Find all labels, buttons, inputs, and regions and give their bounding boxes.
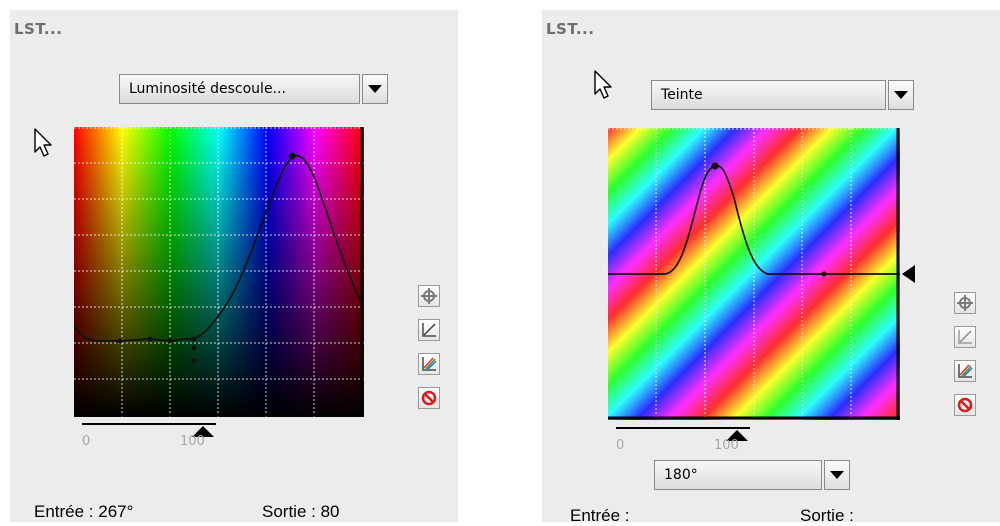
cancel-icon	[421, 390, 437, 406]
scale-max-label: 100	[714, 438, 739, 453]
slider-thumb[interactable]	[726, 430, 748, 441]
curve-mode-value: Teinte	[651, 80, 886, 110]
crosshair-icon	[421, 288, 437, 304]
dropdown-arrow-button[interactable]	[888, 80, 914, 110]
curve-mode-dropdown[interactable]: Teinte	[651, 80, 914, 110]
curve-graph[interactable]	[74, 127, 364, 417]
hue-angle-dropdown[interactable]: 180°	[654, 460, 850, 490]
reset-curve-icon	[958, 330, 972, 344]
crosshair-button[interactable]	[418, 285, 440, 307]
cancel-button[interactable]	[418, 387, 440, 409]
chevron-down-icon	[894, 91, 908, 99]
cancel-icon	[957, 397, 973, 413]
color-curves-icon	[422, 357, 437, 371]
mouse-pointer-icon	[34, 128, 52, 157]
luminosity-gradient	[74, 127, 364, 417]
dropdown-arrow-button[interactable]	[362, 74, 388, 104]
scale-max-label: 100	[180, 434, 205, 449]
output-readout: Sortie : 80	[262, 502, 340, 521]
reset-curve-button[interactable]	[954, 326, 976, 348]
panel-title: LST...	[14, 20, 63, 38]
crosshair-button[interactable]	[954, 292, 976, 314]
slider-thumb[interactable]	[192, 426, 214, 437]
crosshair-icon	[957, 295, 973, 311]
color-curves-button[interactable]	[954, 360, 976, 382]
scale-min-label: 0	[616, 438, 625, 453]
input-readout: Entrée :	[570, 506, 630, 525]
color-curves-icon	[958, 364, 973, 378]
curve-control-points	[117, 152, 296, 364]
grid-lines	[74, 127, 364, 417]
curve-control-points	[711, 162, 827, 277]
reset-curve-button[interactable]	[418, 319, 440, 341]
scale-slider[interactable]	[82, 420, 216, 442]
lst-panel-hue: LST... Teinte	[542, 10, 1000, 525]
scale-slider[interactable]	[616, 424, 750, 446]
panel-title: LST...	[546, 20, 595, 38]
chevron-down-icon	[830, 471, 844, 479]
chevron-down-icon	[368, 85, 382, 93]
curve-mode-dropdown[interactable]: Luminosité descoule...	[119, 74, 388, 104]
mouse-pointer-icon	[594, 70, 612, 99]
curve-graph[interactable]	[608, 128, 900, 420]
dropdown-arrow-button[interactable]	[824, 460, 850, 490]
adjustment-curve	[74, 154, 364, 342]
input-readout: Entrée : 267°	[34, 502, 134, 521]
cancel-button[interactable]	[954, 394, 976, 416]
reset-curve-icon	[422, 323, 436, 337]
scale-min-label: 0	[82, 434, 91, 449]
level-marker[interactable]	[902, 265, 915, 283]
lst-panel-luminosity: LST... Luminosité descoule...	[10, 10, 458, 522]
color-curves-button[interactable]	[418, 353, 440, 375]
hue-angle-value: 180°	[654, 460, 822, 490]
curve-mode-value: Luminosité descoule...	[119, 74, 360, 104]
output-readout: Sortie :	[800, 506, 854, 525]
